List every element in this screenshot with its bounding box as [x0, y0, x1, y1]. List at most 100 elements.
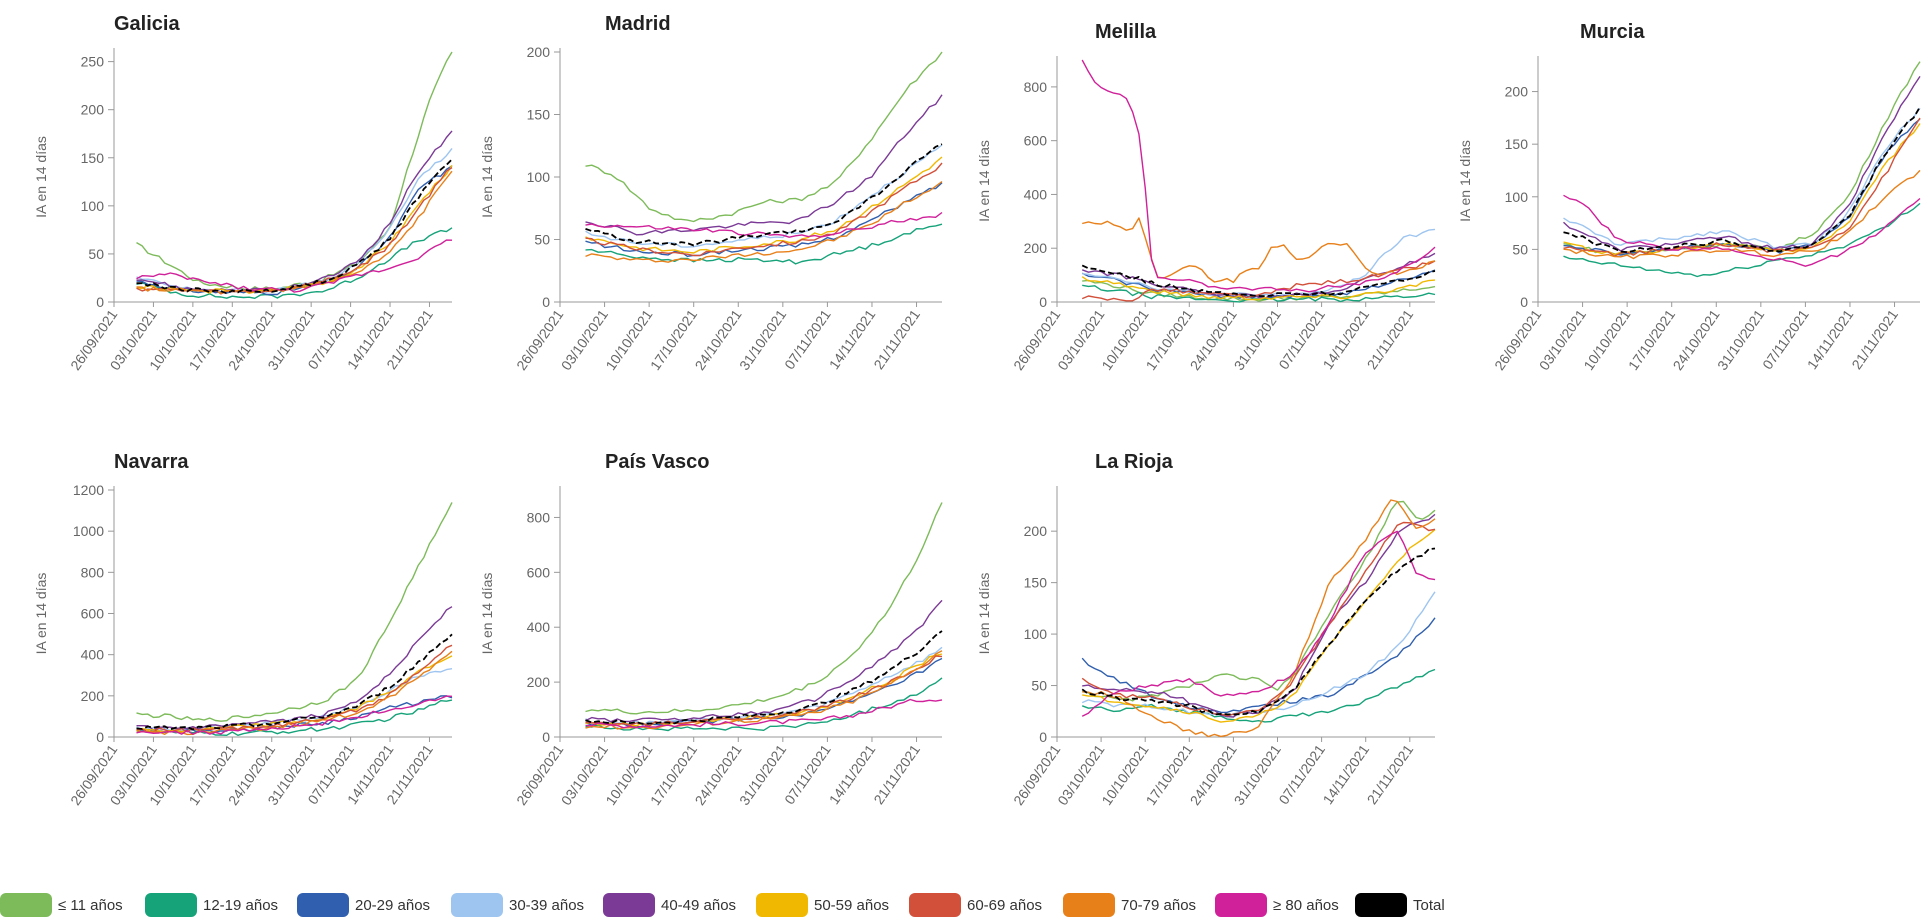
series-line-a60 [137, 168, 453, 294]
y-axis-label: IA en 14 días [479, 573, 495, 655]
x-tick-label: 21/11/2021 [870, 741, 923, 807]
series-line-le11 [1082, 502, 1435, 701]
series-line-a70 [586, 651, 943, 729]
x-tick-label: 21/11/2021 [870, 306, 923, 372]
series-line-a30 [1564, 108, 1921, 248]
legend-label: ≥ 80 años [1273, 897, 1339, 914]
legend-label: 60-69 años [967, 897, 1042, 914]
series-line-a20 [586, 183, 943, 257]
y-tick-label: 0 [96, 294, 104, 310]
legend-label: Total [1413, 897, 1445, 914]
y-tick-label: 200 [1024, 240, 1048, 256]
y-axis-label: IA en 14 días [1457, 140, 1473, 222]
y-tick-label: 0 [1039, 294, 1047, 310]
legend-item-a20[interactable]: 20-29 años [297, 892, 430, 918]
series-line-a30 [137, 148, 453, 292]
legend-label: 70-79 años [1121, 897, 1196, 914]
legend-swatch [0, 893, 52, 917]
legend-item-a70[interactable]: 70-79 años [1063, 892, 1196, 918]
legend: ≤ 11 años 12-19 años 20-29 años 30-39 años 4… [0, 890, 1928, 920]
y-tick-label: 100 [1024, 626, 1048, 642]
y-tick-label: 50 [534, 232, 550, 248]
series-line-a70 [137, 171, 453, 293]
legend-item-a50[interactable]: 50-59 años [756, 892, 889, 918]
y-axis-label: IA en 14 días [33, 573, 49, 655]
legend-label: 30-39 años [509, 897, 584, 914]
y-tick-label: 0 [1520, 294, 1528, 310]
legend-swatch [1215, 893, 1267, 917]
series-line-a70 [1082, 500, 1435, 737]
series-line-a80 [586, 213, 943, 238]
y-tick-label: 200 [1024, 523, 1048, 539]
panel-title: Melilla [1095, 21, 1157, 43]
y-axis-label: IA en 14 días [976, 140, 992, 222]
series-line-a40 [1564, 76, 1921, 251]
series-line-le11 [137, 502, 453, 721]
legend-swatch [603, 893, 655, 917]
legend-item-a40[interactable]: 40-49 años [603, 892, 736, 918]
series-line-a50 [586, 157, 943, 253]
legend-label: 40-49 años [661, 897, 736, 914]
panel-title: La Rioja [1095, 451, 1174, 473]
panel-navarra: NavarraIA en 14 días02004006008001000120… [33, 451, 452, 808]
y-tick-label: 150 [1505, 136, 1529, 152]
y-tick-label: 100 [81, 198, 105, 214]
panel-title: País Vasco [605, 451, 710, 473]
series-line-a80 [1082, 531, 1435, 716]
legend-item-a12[interactable]: 12-19 años [145, 892, 278, 918]
legend-item-a80[interactable]: ≥ 80 años [1215, 892, 1339, 918]
series-line-a60 [1082, 523, 1435, 716]
series-line-total [586, 144, 943, 245]
y-tick-label: 150 [1024, 575, 1048, 591]
y-tick-label: 600 [81, 606, 105, 622]
series-line-a20 [586, 659, 943, 728]
series-line-a80 [1082, 60, 1435, 292]
legend-swatch [909, 893, 961, 917]
legend-label: 12-19 años [203, 897, 278, 914]
y-tick-label: 200 [81, 688, 105, 704]
legend-item-le11[interactable]: ≤ 11 años [0, 892, 123, 918]
y-axis-label: IA en 14 días [976, 573, 992, 655]
legend-label: 50-59 años [814, 897, 889, 914]
y-tick-label: 400 [527, 619, 551, 635]
panel-title: Madrid [605, 13, 671, 35]
series-line-a50 [1564, 124, 1921, 255]
panel-title: Murcia [1580, 21, 1645, 43]
legend-swatch [297, 893, 349, 917]
series-line-a40 [137, 607, 453, 730]
y-axis-label: IA en 14 días [479, 136, 495, 218]
y-tick-label: 1200 [73, 482, 104, 498]
legend-swatch [756, 893, 808, 917]
y-tick-label: 0 [96, 729, 104, 745]
y-tick-label: 100 [527, 169, 551, 185]
panel-title: Navarra [114, 451, 189, 473]
y-tick-label: 50 [1512, 241, 1528, 257]
y-tick-label: 200 [1505, 84, 1529, 100]
legend-item-a60[interactable]: 60-69 años [909, 892, 1042, 918]
legend-swatch [451, 893, 503, 917]
y-tick-label: 150 [81, 150, 105, 166]
series-line-le11 [1564, 62, 1921, 255]
legend-swatch [1355, 893, 1407, 917]
legend-item-total[interactable]: Total [1355, 892, 1445, 918]
y-tick-label: 0 [542, 729, 550, 745]
series-line-a50 [1082, 530, 1435, 723]
panel-title: Galicia [114, 13, 180, 35]
y-tick-label: 200 [527, 674, 551, 690]
y-tick-label: 200 [527, 44, 551, 60]
panel-madrid: MadridIA en 14 días05010015020026/09/202… [479, 13, 942, 373]
panel-murcia: MurciaIA en 14 días05010015020026/09/202… [1457, 21, 1920, 373]
y-tick-label: 250 [81, 54, 105, 70]
legend-item-a30[interactable]: 30-39 años [451, 892, 584, 918]
y-tick-label: 0 [1039, 729, 1047, 745]
y-tick-label: 50 [1031, 678, 1047, 694]
legend-label: 20-29 años [355, 897, 430, 914]
y-tick-label: 50 [88, 246, 104, 262]
y-tick-label: 600 [1024, 133, 1048, 149]
y-tick-label: 0 [542, 294, 550, 310]
